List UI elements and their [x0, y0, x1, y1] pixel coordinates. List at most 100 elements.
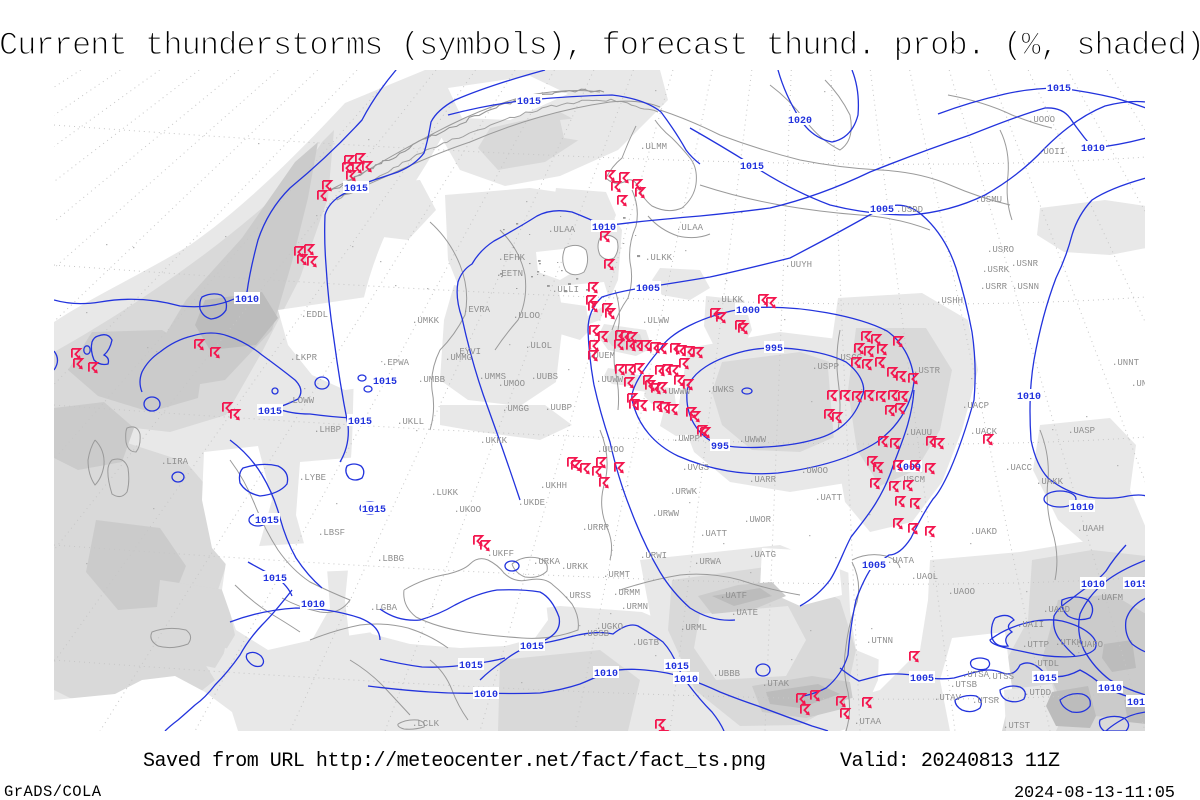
svg-text:.UATF: .UATF	[720, 591, 747, 601]
svg-text:.UATT: .UATT	[815, 493, 843, 503]
svg-text:.UKLL: .UKLL	[397, 417, 424, 427]
svg-text:.UWKS: .UWKS	[707, 385, 734, 395]
svg-text:.EFHK: .EFHK	[498, 253, 526, 263]
svg-text:1015: 1015	[520, 642, 544, 653]
svg-text:.UATG: .UATG	[749, 550, 776, 560]
svg-text:.UACC: .UACC	[1005, 463, 1033, 473]
svg-text:.URWK: .URWK	[670, 487, 698, 497]
svg-text:.USNN: .USNN	[1012, 282, 1039, 292]
svg-text:.UTAK: .UTAK	[762, 679, 790, 689]
svg-text:1015: 1015	[517, 97, 541, 108]
svg-text:.UMMS: .UMMS	[479, 372, 506, 382]
svg-text:.UUEM: .UUEM	[588, 351, 615, 361]
svg-text:1015: 1015	[255, 516, 279, 527]
svg-text:.UTSS: .UTSS	[987, 672, 1014, 682]
svg-text:.URMM: .URMM	[613, 588, 640, 598]
svg-text:1000: 1000	[736, 306, 760, 317]
svg-text:1015: 1015	[362, 505, 386, 516]
svg-text:.UAFM: .UAFM	[1096, 593, 1123, 603]
svg-text:.URWA: .URWA	[694, 557, 722, 567]
svg-text:.UGSB: .UGSB	[582, 629, 610, 639]
svg-text:1005: 1005	[862, 561, 886, 572]
svg-text:.UTSR: .UTSR	[972, 696, 1000, 706]
svg-text:1015: 1015	[348, 417, 372, 428]
svg-text:.UTAA: .UTAA	[854, 717, 882, 727]
svg-text:.UAKK: .UAKK	[1036, 477, 1064, 487]
svg-text:.URWW: .URWW	[652, 509, 680, 519]
svg-text:Current thunderstorms (symbols: Current thunderstorms (symbols), forecas…	[0, 27, 1200, 64]
svg-text:.UKKK: .UKKK	[480, 436, 508, 446]
svg-text:.UMOO: .UMOO	[498, 379, 525, 389]
svg-text:1015: 1015	[1124, 580, 1148, 591]
svg-text:.LBSF: .LBSF	[318, 528, 345, 538]
svg-text:2024-08-13-11:05: 2024-08-13-11:05	[1014, 784, 1175, 800]
svg-text:.LHBP: .LHBP	[314, 425, 341, 435]
svg-text:.EYVI: .EYVI	[454, 347, 481, 357]
svg-text:.USCM: .USCM	[898, 475, 925, 485]
svg-text:.ULWW: .ULWW	[642, 316, 670, 326]
svg-text:.LUKK: .LUKK	[431, 488, 459, 498]
svg-text:.URKA: .URKA	[533, 557, 561, 567]
svg-text:.UWOO: .UWOO	[801, 466, 828, 476]
svg-text:.UTAV: .UTAV	[934, 693, 962, 703]
svg-text:.UTDL: .UTDL	[1032, 659, 1059, 669]
svg-text:1010: 1010	[301, 600, 325, 611]
svg-text:.UADD: .UADD	[1043, 605, 1070, 615]
svg-text:1010: 1010	[592, 223, 616, 234]
svg-text:.UUWW: .UUWW	[596, 375, 624, 385]
svg-text:.UAOO: .UAOO	[948, 587, 975, 597]
svg-text:.UWPP: .UWPP	[673, 434, 700, 444]
svg-text:.ULAA: .ULAA	[676, 223, 704, 233]
svg-text:.LOWW: .LOWW	[287, 396, 315, 406]
svg-text:.UTST: .UTST	[1003, 721, 1031, 731]
svg-text:.USPP: .USPP	[812, 362, 839, 372]
svg-text:.USRK: .USRK	[982, 265, 1010, 275]
svg-text:.UKDE: .UKDE	[518, 498, 545, 508]
svg-text:.UWWW: .UWWW	[739, 435, 767, 445]
svg-text:.URWI: .URWI	[640, 551, 667, 561]
svg-text:.LYBE: .LYBE	[299, 473, 326, 483]
svg-text:1015: 1015	[1033, 674, 1057, 685]
svg-text:.UMKK: .UMKK	[412, 316, 440, 326]
svg-text:.UMGG: .UMGG	[502, 404, 529, 414]
svg-text:.UUYH: .UUYH	[785, 260, 812, 270]
svg-text:.ULOO: .ULOO	[513, 311, 540, 321]
svg-text:.UUOO: .UUOO	[597, 445, 624, 455]
svg-text:1015: 1015	[459, 661, 483, 672]
svg-text:1010: 1010	[1081, 580, 1105, 591]
svg-text:.UMBB: .UMBB	[418, 375, 446, 385]
svg-text:.USCC: .USCC	[835, 353, 863, 363]
svg-text:.USRR: .USRR	[980, 282, 1008, 292]
svg-text:.UUBS: .UUBS	[531, 372, 558, 382]
svg-text:.UTTP: .UTTP	[1022, 640, 1049, 650]
svg-text:.ULMM: .ULMM	[640, 142, 667, 152]
svg-text:.UKOO: .UKOO	[454, 505, 481, 515]
svg-text:.UTDD: .UTDD	[1024, 688, 1051, 698]
svg-text:.UAAH: .UAAH	[1077, 524, 1104, 534]
svg-text:.UATE: .UATE	[731, 608, 758, 618]
svg-text:Valid: 20240813 11Z: Valid: 20240813 11Z	[840, 750, 1060, 773]
svg-text:.UACK: .UACK	[970, 427, 998, 437]
svg-text:1015: 1015	[258, 407, 282, 418]
svg-text:.UASP: .UASP	[1068, 426, 1095, 436]
svg-text:1015: 1015	[373, 377, 397, 388]
svg-text:GrADS/COLA: GrADS/COLA	[4, 783, 102, 800]
svg-text:995: 995	[765, 344, 783, 355]
svg-text:.URSS: .URSS	[564, 591, 591, 601]
svg-text:.UAUU: .UAUU	[905, 428, 932, 438]
svg-text:.UATA: .UATA	[887, 556, 915, 566]
svg-text:.USMU: .USMU	[975, 195, 1002, 205]
svg-text:.ULAA: .ULAA	[548, 225, 576, 235]
svg-text:.EDDL: .EDDL	[301, 310, 328, 320]
svg-text:.USDD: .USDD	[896, 205, 923, 215]
svg-text:.UUBP: .UUBP	[545, 403, 572, 413]
svg-text:.UWWW: .UWWW	[663, 387, 691, 397]
svg-text:.URMN: .URMN	[621, 602, 648, 612]
svg-text:1010: 1010	[235, 295, 259, 306]
svg-text:1010: 1010	[594, 669, 618, 680]
svg-text:1015: 1015	[665, 662, 689, 673]
svg-text:.UGKO: .UGKO	[596, 622, 623, 632]
svg-text:.LBBG: .LBBG	[377, 554, 404, 564]
svg-text:1005: 1005	[870, 205, 894, 216]
svg-text:.USHH: .USHH	[936, 296, 963, 306]
